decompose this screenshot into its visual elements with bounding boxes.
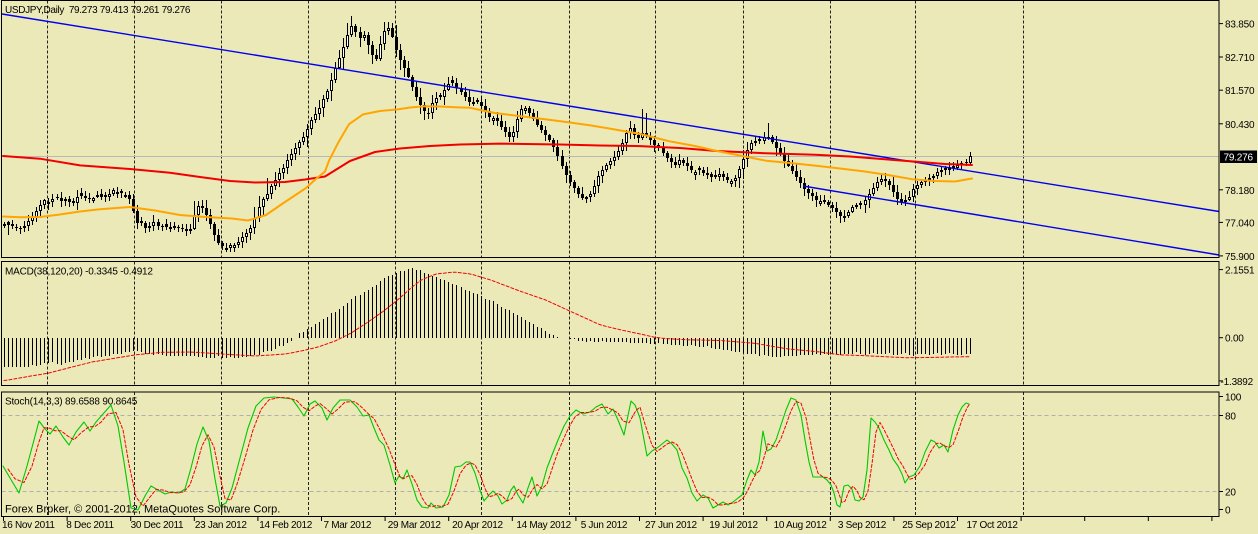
- svg-text:10 Aug 2012: 10 Aug 2012: [774, 520, 828, 531]
- svg-text:8 Dec 2011: 8 Dec 2011: [66, 520, 114, 531]
- svg-text:2.1551: 2.1551: [1225, 266, 1255, 277]
- svg-text:75.900: 75.900: [1225, 252, 1255, 263]
- svg-text:100: 100: [1225, 393, 1242, 404]
- svg-text:0: 0: [1225, 506, 1231, 517]
- svg-text:16 Nov 2011: 16 Nov 2011: [2, 520, 55, 531]
- svg-text:27 Jun 2012: 27 Jun 2012: [645, 520, 697, 531]
- svg-text:Stoch(14,3,3) 89.6588 90.8645: Stoch(14,3,3) 89.6588 90.8645: [5, 397, 138, 408]
- svg-text:78.180: 78.180: [1225, 186, 1255, 197]
- svg-text:3 Sep 2012: 3 Sep 2012: [838, 520, 887, 531]
- svg-text:82.710: 82.710: [1225, 53, 1255, 64]
- svg-text:USDJPY,Daily 79.273 79.413 79: USDJPY,Daily 79.273 79.413 79.261 79.276: [5, 5, 191, 16]
- svg-text:17 Oct 2012: 17 Oct 2012: [967, 520, 1019, 531]
- svg-text:MACD(38,120,20) -0.3345 -0.491: MACD(38,120,20) -0.3345 -0.4912: [5, 267, 153, 278]
- svg-text:Forex Brpker, © 2001-2012, Met: Forex Brpker, © 2001-2012, MetaQuotes So…: [5, 504, 280, 516]
- svg-text:81.570: 81.570: [1225, 86, 1255, 97]
- svg-text:14 May 2012: 14 May 2012: [516, 520, 571, 531]
- svg-text:25 Sep 2012: 25 Sep 2012: [902, 520, 956, 531]
- svg-text:20 Apr 2012: 20 Apr 2012: [452, 520, 503, 531]
- svg-text:83.850: 83.850: [1225, 20, 1255, 31]
- svg-text:7 Mar 2012: 7 Mar 2012: [324, 520, 372, 531]
- svg-text:80.430: 80.430: [1225, 120, 1255, 131]
- svg-text:0.00: 0.00: [1225, 334, 1244, 345]
- svg-text:14 Feb 2012: 14 Feb 2012: [259, 520, 313, 531]
- svg-text:19 Jul 2012: 19 Jul 2012: [709, 520, 758, 531]
- svg-text:5 Jun 2012: 5 Jun 2012: [581, 520, 628, 531]
- svg-text:77.040: 77.040: [1225, 218, 1255, 229]
- svg-text:79.276: 79.276: [1224, 153, 1254, 164]
- svg-text:-1.3892: -1.3892: [1221, 377, 1254, 388]
- svg-text:20: 20: [1225, 488, 1236, 499]
- svg-text:30 Dec 2011: 30 Dec 2011: [131, 520, 184, 531]
- svg-text:29 Mar 2012: 29 Mar 2012: [388, 520, 442, 531]
- svg-text:80: 80: [1225, 412, 1236, 423]
- svg-text:23 Jan 2012: 23 Jan 2012: [195, 520, 247, 531]
